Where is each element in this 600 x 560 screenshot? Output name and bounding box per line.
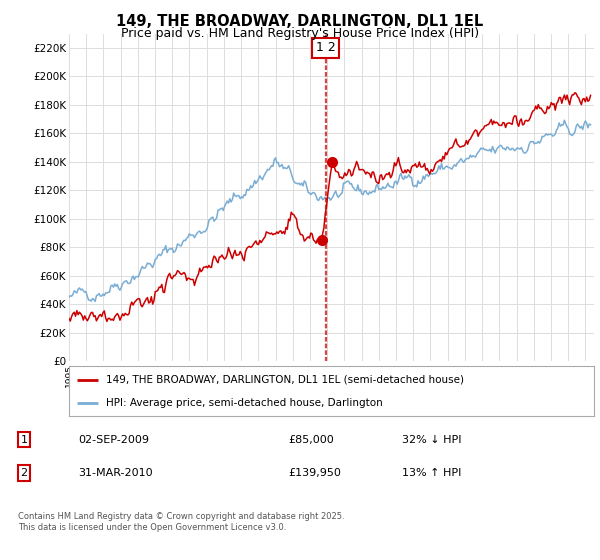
Text: 149, THE BROADWAY, DARLINGTON, DL1 1EL: 149, THE BROADWAY, DARLINGTON, DL1 1EL (116, 14, 484, 29)
Text: 32% ↓ HPI: 32% ↓ HPI (402, 435, 461, 445)
Text: Contains HM Land Registry data © Crown copyright and database right 2025.
This d: Contains HM Land Registry data © Crown c… (18, 512, 344, 532)
Text: 13% ↑ HPI: 13% ↑ HPI (402, 468, 461, 478)
Text: 02-SEP-2009: 02-SEP-2009 (78, 435, 149, 445)
Text: 149, THE BROADWAY, DARLINGTON, DL1 1EL (semi-detached house): 149, THE BROADWAY, DARLINGTON, DL1 1EL (… (106, 375, 464, 385)
Text: 31-MAR-2010: 31-MAR-2010 (78, 468, 152, 478)
Text: HPI: Average price, semi-detached house, Darlington: HPI: Average price, semi-detached house,… (106, 398, 383, 408)
Text: 1: 1 (20, 435, 28, 445)
Text: Price paid vs. HM Land Registry's House Price Index (HPI): Price paid vs. HM Land Registry's House … (121, 27, 479, 40)
Text: 2: 2 (20, 468, 28, 478)
Text: £85,000: £85,000 (288, 435, 334, 445)
Text: £139,950: £139,950 (288, 468, 341, 478)
Text: 1 2: 1 2 (316, 41, 335, 54)
